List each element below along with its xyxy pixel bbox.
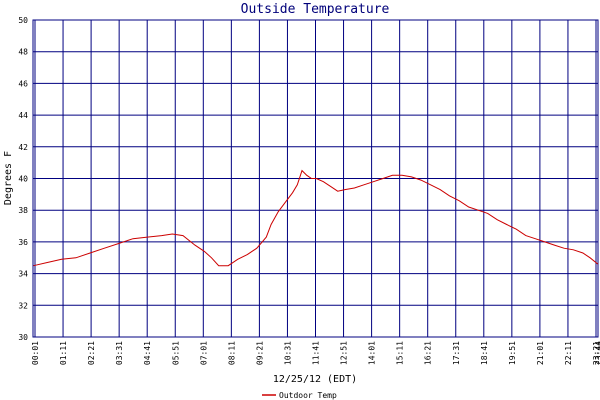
x-tick-label: 17:31 [452, 341, 461, 365]
plot-frame [32, 19, 599, 338]
x-tick-label: 03:31 [115, 341, 124, 365]
x-tick-label: 08:11 [227, 341, 236, 365]
y-tick-label: 44 [18, 111, 28, 120]
x-tick-label: 07:01 [199, 341, 208, 365]
x-tick-label: 14:01 [368, 341, 377, 365]
x-tick-label: 05:51 [171, 341, 180, 365]
x-tick-label: 00:01 [31, 341, 40, 365]
x-tick-label: 02:21 [87, 341, 96, 365]
x-tick-labels: 00:01 01:11 02:21 03:31 04:41 05:51 07:01 08:11… [31, 341, 600, 365]
y-tick-label: 40 [18, 175, 28, 184]
y-tick-label: 30 [18, 333, 28, 342]
legend: Outdoor Temp [262, 391, 337, 400]
y-tick-label: 46 [18, 79, 28, 88]
series-line-outdoor-temp [33, 169, 599, 267]
grid-lines [32, 19, 599, 338]
y-tick-label: 38 [18, 206, 28, 215]
x-tick-label: 12:51 [340, 341, 349, 365]
x-tick-label: 19:51 [508, 341, 517, 365]
y-tick-label: 34 [18, 270, 28, 279]
x-axis-label: 12/25/12 (EDT) [273, 374, 357, 385]
y-tick-label: 48 [18, 48, 28, 57]
x-tick-label: 18:41 [480, 341, 489, 365]
y-tick-label: 50 [18, 16, 28, 25]
x-tick-label: 01:11 [59, 341, 68, 365]
x-tick-label: 23:21 [592, 341, 600, 365]
y-tick-label: 42 [18, 143, 28, 152]
x-tick-label: 09:21 [255, 341, 264, 365]
chart-title: Outside Temperature [241, 2, 390, 17]
x-tick-label: 04:41 [143, 341, 152, 365]
y-tick-label: 32 [18, 301, 28, 310]
x-tick-label: 16:21 [424, 341, 433, 365]
x-tick-label: 21:01 [536, 341, 545, 365]
y-axis-label: Degrees F [3, 151, 14, 205]
series-line-layer [33, 169, 599, 267]
x-tick-label: 10:31 [283, 341, 292, 365]
y-tick-labels: 30 32 34 36 38 40 42 44 46 48 50 [18, 16, 28, 342]
legend-label: Outdoor Temp [279, 391, 337, 400]
y-tick-label: 36 [18, 238, 28, 247]
x-tick-label: 23:44 [594, 341, 600, 365]
x-tick-label: 22:11 [564, 341, 573, 365]
x-tick-label: 15:11 [396, 341, 405, 365]
x-tick-label: 11:41 [312, 341, 321, 365]
